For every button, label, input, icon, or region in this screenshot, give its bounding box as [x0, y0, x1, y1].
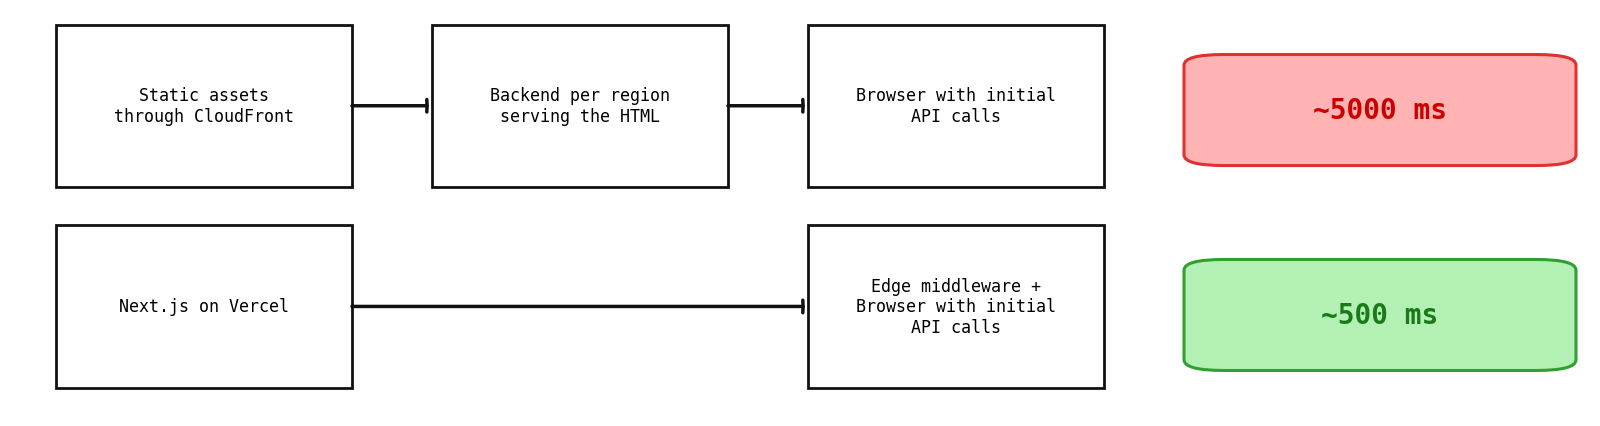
FancyBboxPatch shape	[56, 26, 352, 187]
Text: ~5000 ms: ~5000 ms	[1314, 97, 1446, 125]
FancyBboxPatch shape	[432, 26, 728, 187]
Text: ~500 ms: ~500 ms	[1322, 301, 1438, 329]
FancyBboxPatch shape	[808, 226, 1104, 388]
FancyBboxPatch shape	[808, 26, 1104, 187]
FancyBboxPatch shape	[1184, 55, 1576, 166]
FancyBboxPatch shape	[1184, 260, 1576, 371]
Text: Edge middleware +
Browser with initial
API calls: Edge middleware + Browser with initial A…	[856, 277, 1056, 337]
Text: Next.js on Vercel: Next.js on Vercel	[118, 298, 290, 316]
Text: Backend per region
serving the HTML: Backend per region serving the HTML	[490, 87, 670, 126]
Text: Static assets
through CloudFront: Static assets through CloudFront	[114, 87, 294, 126]
FancyBboxPatch shape	[56, 226, 352, 388]
Text: Browser with initial
API calls: Browser with initial API calls	[856, 87, 1056, 126]
